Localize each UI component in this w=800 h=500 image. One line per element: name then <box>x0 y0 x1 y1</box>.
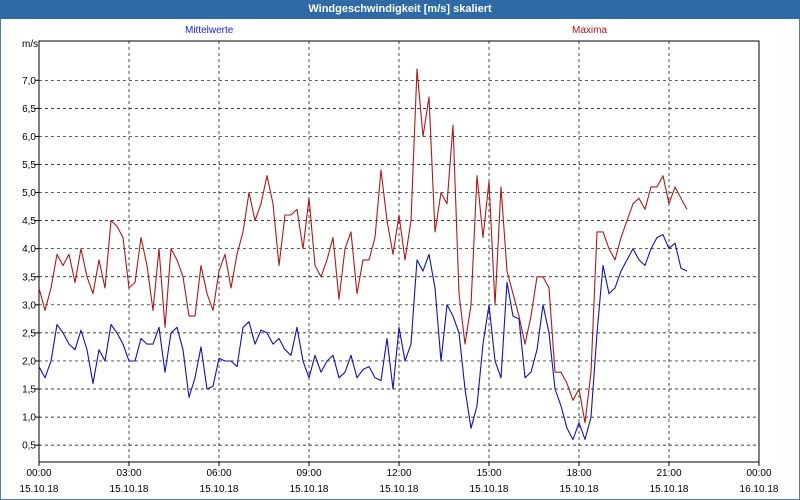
y-tick-label: 1,5 <box>22 385 36 396</box>
x-tick-time: 09:00 <box>296 468 321 479</box>
y-tick-label: 5,0 <box>22 188 36 199</box>
x-tick-date: 15.10.18 <box>380 484 419 495</box>
x-tick-time: 12:00 <box>386 468 411 479</box>
y-tick-label: 2,5 <box>22 328 36 339</box>
x-tick-time: 18:00 <box>566 468 591 479</box>
x-tick-date: 15.10.18 <box>200 484 239 495</box>
x-tick-time: 15:00 <box>476 468 501 479</box>
x-tick-time: 03:00 <box>116 468 141 479</box>
x-tick-time: 00:00 <box>746 468 771 479</box>
x-tick-date: 15.10.18 <box>470 484 509 495</box>
y-tick-label: 5,5 <box>22 160 36 171</box>
x-tick-time: 21:00 <box>656 468 681 479</box>
y-tick-label: 3,0 <box>22 300 36 311</box>
x-tick-date: 15.10.18 <box>650 484 689 495</box>
x-tick-date: 16.10.18 <box>740 484 779 495</box>
y-tick-label: 3,5 <box>22 272 36 283</box>
y-tick-label: 4,5 <box>22 216 36 227</box>
x-tick-date: 15.10.18 <box>560 484 599 495</box>
x-tick-time: 00:00 <box>26 468 51 479</box>
x-tick-time: 06:00 <box>206 468 231 479</box>
y-tick-label: 2,0 <box>22 356 36 367</box>
y-tick-label: 1,0 <box>22 413 36 424</box>
legend-maxima: Maxima <box>572 25 608 36</box>
x-tick-date: 15.10.18 <box>110 484 149 495</box>
chart-title: Windgeschwindigkeit [m/s] skaliert <box>0 0 800 19</box>
x-tick-date: 15.10.18 <box>290 484 329 495</box>
y-axis-unit: m/s <box>22 39 39 50</box>
legend-mittelwerte: Mittelwerte <box>185 25 234 36</box>
y-tick-label: 4,0 <box>22 244 36 255</box>
series-line-mittelwerte <box>38 234 688 441</box>
y-tick-label: 7,0 <box>22 76 36 87</box>
x-tick-date: 15.10.18 <box>20 484 59 495</box>
y-tick-label: 6,0 <box>22 132 36 143</box>
y-tick-label: 6,5 <box>22 104 36 115</box>
series-line-maxima <box>38 68 688 424</box>
y-tick-label: 0,5 <box>22 441 36 452</box>
